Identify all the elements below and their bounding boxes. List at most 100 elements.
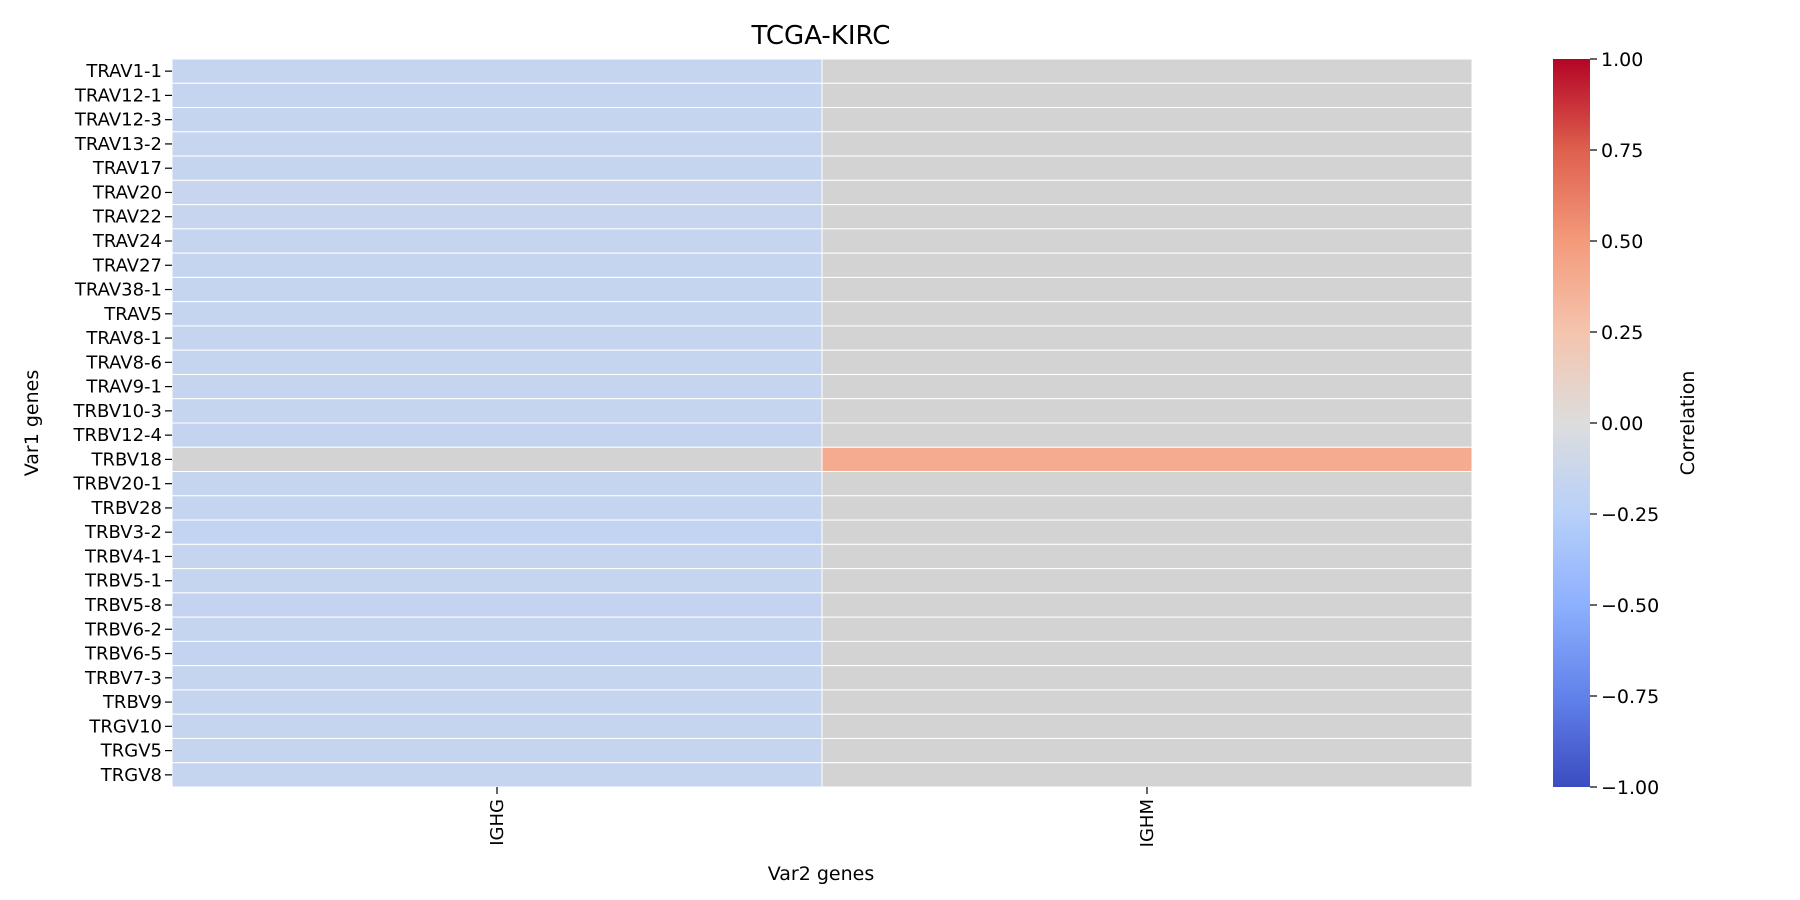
colorbar-ticks: 1.00 0.75 0.50 0.25 0.00 −0.25 −0.50 −0.75 −1.00 — [1590, 49, 1659, 799]
y-tick-label: TRBV6-5 — [84, 644, 162, 665]
heatmap-cell — [821, 131, 1473, 157]
y-axis-label: Var1 genes — [21, 370, 43, 477]
x-axis-label: Var2 genes — [768, 863, 875, 885]
y-axis-ticks: TRAV1-1 TRAV12-1 TRAV12-3 TRAV13-2 TRAV17 TRA… — [73, 61, 172, 786]
heatmap-cell — [171, 82, 823, 109]
heatmap-cell — [171, 301, 823, 327]
heatmap-cell — [821, 665, 1473, 691]
heatmap-cell — [171, 471, 823, 497]
heatmap-cell — [821, 58, 1473, 84]
colorbar-tick-label: 0.50 — [1601, 231, 1643, 253]
heatmap-cell — [171, 665, 823, 691]
y-tick-label: TRBV5-8 — [84, 595, 162, 616]
heatmap-cell — [821, 737, 1473, 764]
heatmap-cell — [821, 495, 1473, 521]
y-tick-label: TRAV13-2 — [74, 134, 162, 155]
heatmap-cell — [171, 204, 823, 230]
y-tick-label: TRBV18 — [90, 449, 162, 470]
heatmap-cell — [171, 349, 823, 375]
heatmap-cell — [171, 495, 823, 521]
heatmap-cell — [821, 373, 1473, 400]
heatmap-cell — [821, 276, 1473, 303]
heatmap-cell — [171, 422, 823, 448]
y-tick-label: TRAV24 — [92, 231, 162, 252]
heatmap-cell — [171, 762, 823, 788]
heatmap-cell — [171, 228, 823, 254]
y-tick-label: TRAV27 — [92, 255, 162, 276]
y-tick-label: TRAV1-1 — [85, 61, 162, 82]
heatmap-cell — [821, 446, 1473, 473]
x-tick-label: IGHG — [487, 799, 508, 846]
heatmap-cell — [171, 592, 823, 618]
y-tick-label: TRGV8 — [100, 765, 162, 786]
colorbar-tick-label: −1.00 — [1601, 777, 1659, 799]
chart-title: TCGA-KIRC — [751, 21, 891, 51]
y-tick-label: TRBV9 — [102, 692, 162, 713]
y-tick-label: TRAV8-1 — [85, 328, 162, 349]
heatmap-cell — [171, 276, 823, 303]
y-tick-label: TRBV10-3 — [73, 401, 162, 422]
heatmap-cell — [171, 689, 823, 715]
y-tick-label: TRGV10 — [88, 716, 162, 737]
y-tick-label: TRBV3-2 — [84, 522, 162, 543]
heatmap-cell — [821, 616, 1473, 642]
colorbar-tick-label: −0.25 — [1601, 504, 1659, 526]
heatmap-cell — [171, 398, 823, 424]
heatmap-cell — [821, 398, 1473, 424]
heatmap-cells — [171, 58, 1473, 788]
heatmap-cell — [821, 713, 1473, 739]
heatmap-cell — [171, 640, 823, 667]
heatmap-cell — [821, 568, 1473, 594]
colorbar: 1.00 0.75 0.50 0.25 0.00 −0.25 −0.50 −0.75 −1.00… — [1553, 49, 1699, 799]
y-tick-label: TRBV20-1 — [73, 474, 162, 495]
y-tick-label: TRAV9-1 — [85, 377, 162, 398]
y-tick-label: TRGV5 — [100, 741, 162, 762]
y-tick-label: TRAV8-6 — [85, 352, 162, 373]
heatmap-cell — [821, 762, 1473, 788]
heatmap-cell — [171, 131, 823, 157]
heatmap-cell — [171, 252, 823, 278]
x-axis-ticks: IGHG IGHM — [487, 787, 1158, 847]
y-tick-label: TRBV5-1 — [84, 571, 162, 592]
colorbar-tick-label: 0.00 — [1601, 413, 1643, 435]
heatmap-cell — [821, 349, 1473, 375]
x-tick-label: IGHM — [1137, 799, 1158, 847]
heatmap-cell — [821, 543, 1473, 570]
heatmap-cell — [821, 301, 1473, 327]
heatmap-cell — [821, 592, 1473, 618]
heatmap-cell — [821, 640, 1473, 667]
y-tick-label: TRAV12-3 — [74, 110, 162, 131]
heatmap-cell — [821, 204, 1473, 230]
heatmap-cell — [821, 155, 1473, 181]
y-tick-label: TRAV20 — [92, 182, 162, 203]
heatmap-cell — [171, 58, 823, 84]
heatmap-cell — [171, 713, 823, 739]
heatmap-cell — [171, 616, 823, 642]
heatmap-cell — [171, 179, 823, 206]
colorbar-tick-label: 0.25 — [1601, 322, 1643, 344]
heatmap-cell — [171, 373, 823, 400]
colorbar-tick-label: 0.75 — [1601, 140, 1643, 162]
heatmap-cell — [171, 446, 823, 473]
heatmap-cell — [171, 519, 823, 545]
colorbar-tick-label: 1.00 — [1601, 49, 1643, 71]
y-tick-label: TRAV12-1 — [74, 85, 162, 106]
colorbar-label: Correlation — [1677, 371, 1699, 476]
colorbar-gradient — [1553, 59, 1590, 787]
heatmap-cell — [171, 107, 823, 133]
heatmap-cell — [821, 179, 1473, 206]
y-tick-label: TRBV4-1 — [84, 546, 162, 567]
y-tick-label: TRBV7-3 — [84, 668, 162, 689]
heatmap-cell — [171, 737, 823, 764]
y-tick-label: TRAV22 — [92, 207, 162, 228]
heatmap-cell — [821, 422, 1473, 448]
y-tick-label: TRAV17 — [92, 158, 162, 179]
y-tick-label: TRBV12-4 — [73, 425, 162, 446]
heatmap-cell — [821, 107, 1473, 133]
colorbar-tick-label: −0.50 — [1601, 595, 1659, 617]
y-tick-label: TRAV38-1 — [74, 280, 162, 301]
heatmap-cell — [821, 689, 1473, 715]
y-tick-label: TRBV6-2 — [84, 619, 162, 640]
heatmap-cell — [171, 543, 823, 570]
